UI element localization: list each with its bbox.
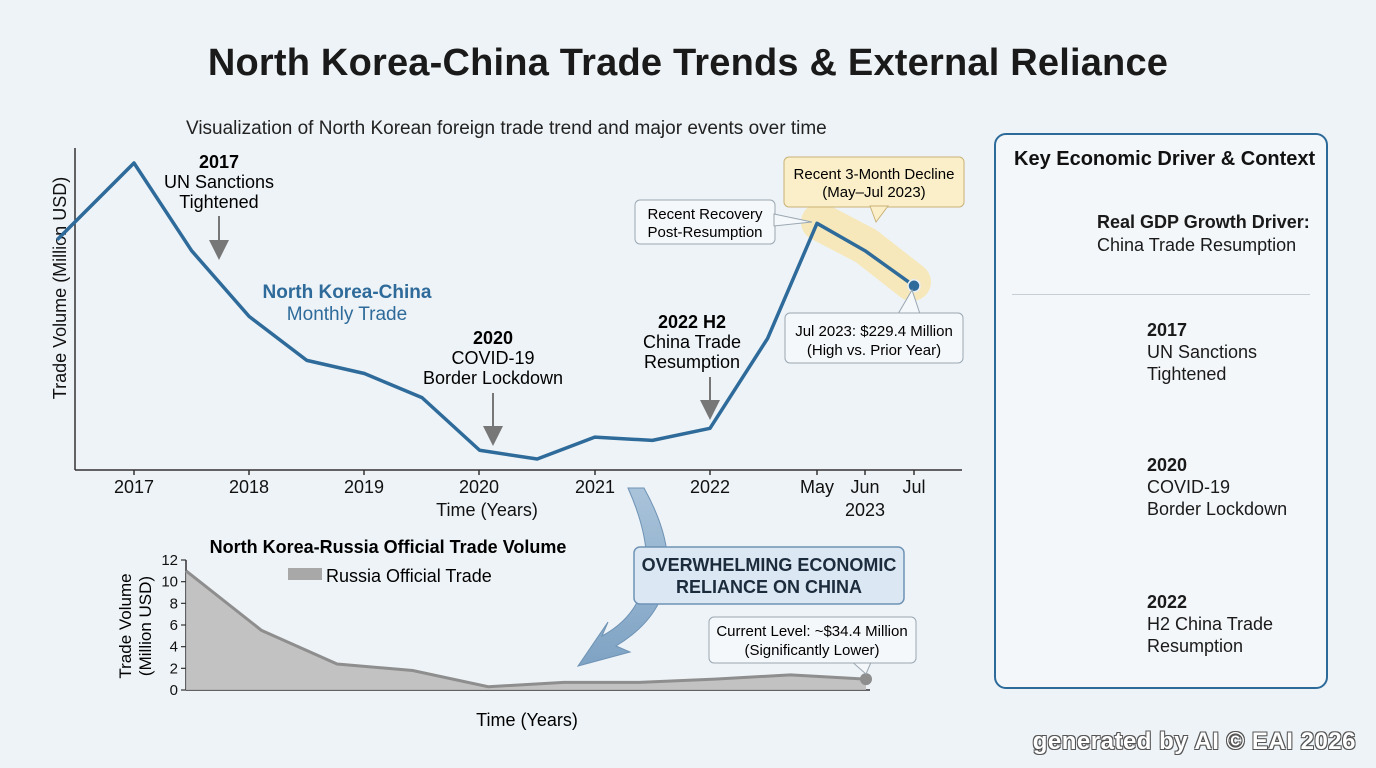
x-tick-label: Jun bbox=[850, 477, 879, 497]
china-series-label-2: Monthly Trade bbox=[287, 304, 407, 325]
x-tick-label: Jul bbox=[902, 477, 925, 497]
reliance-line2: RELIANCE ON CHINA bbox=[676, 577, 862, 597]
july-callout-box bbox=[784, 312, 964, 364]
russia-chart: North Korea-Russia Official Trade Volume… bbox=[116, 537, 917, 730]
chart-subtitle: Visualization of North Korean foreign tr… bbox=[186, 118, 827, 139]
annotation-2022-line2: Resumption bbox=[644, 352, 740, 372]
recovery-callout-line2: Post-Resumption bbox=[647, 224, 762, 241]
annotation-2020-year: 2020 bbox=[473, 328, 513, 348]
russia-y-tick-label: 2 bbox=[170, 660, 178, 677]
x-tick-label: 2018 bbox=[229, 477, 269, 497]
x-tick-label: 2019 bbox=[344, 477, 384, 497]
russia-callout-line1: Current Level: ~$34.4 Million bbox=[716, 623, 907, 640]
russia-x-label: Time (Years) bbox=[476, 710, 578, 730]
panel-event-2022-year: 2022 bbox=[1147, 592, 1188, 612]
page-title: North Korea-China Trade Trends & Externa… bbox=[207, 42, 1169, 84]
russia-y-tick-label: 8 bbox=[170, 595, 178, 612]
panel-event-2017-line2: Tightened bbox=[1147, 364, 1227, 384]
annotation-2022-line1: China Trade bbox=[643, 332, 741, 352]
annotation-2020-line2: Border Lockdown bbox=[423, 368, 563, 388]
china-trade-line bbox=[55, 161, 916, 461]
panel-event-2020-year: 2020 bbox=[1147, 455, 1188, 475]
russia-y-label-1: Trade Volume bbox=[116, 573, 135, 678]
panel-event-2022-line2: Resumption bbox=[1147, 636, 1244, 656]
july-callout-line2: (High vs. Prior Year) bbox=[807, 342, 941, 359]
russia-trade-line bbox=[185, 569, 867, 689]
china-end-point bbox=[907, 279, 921, 293]
panel-event-2020-line2: Border Lockdown bbox=[1147, 499, 1288, 519]
decline-callout-line1: Recent 3-Month Decline bbox=[794, 166, 955, 183]
russia-callout-line2: (Significantly Lower) bbox=[744, 642, 879, 659]
panel-event-2020-line1: COVID-19 bbox=[1147, 477, 1231, 497]
recovery-callout-line1: Recent Recovery bbox=[647, 206, 763, 223]
x-tick-label: May bbox=[800, 477, 834, 497]
x-tick-label: 2021 bbox=[575, 477, 615, 497]
recovery-callout-pointer bbox=[773, 213, 813, 227]
gdp-driver-title: Real GDP Growth Driver: bbox=[1097, 212, 1310, 232]
russia-legend-label: Russia Official Trade bbox=[326, 566, 492, 586]
annotation-2020-line1: COVID-19 bbox=[451, 348, 534, 368]
russia-y-tick-label: 0 bbox=[170, 682, 178, 699]
china-chart: 2017 2018 2019 2020 2021 2022 May Jun Jul 2023 T… bbox=[50, 148, 965, 520]
x-tick-label: 2022 bbox=[690, 477, 730, 497]
panel-event-2017-year: 2017 bbox=[1147, 320, 1188, 340]
x-tick-label: 2017 bbox=[114, 477, 154, 497]
y-axis-label: Trade Volume (Million USD) bbox=[50, 177, 70, 399]
panel-title: Key Economic Driver & Context bbox=[1014, 148, 1316, 170]
panel-event-2017-line1: UN Sanctions bbox=[1147, 342, 1258, 362]
annotation-2017-line2: Tightened bbox=[179, 192, 258, 212]
x-tick-sublabel: 2023 bbox=[845, 500, 885, 520]
watermark: generated by AI © EAI 2026 bbox=[1032, 728, 1356, 755]
russia-trade-area bbox=[186, 570, 866, 690]
decline-callout-pointer bbox=[869, 205, 889, 224]
panel-divider bbox=[1012, 294, 1310, 295]
russia-y-tick-label: 12 bbox=[161, 552, 178, 569]
reliance-box bbox=[633, 546, 905, 605]
x-axis-label: Time (Years) bbox=[436, 500, 538, 520]
russia-y-tick-label: 6 bbox=[170, 617, 178, 634]
decline-callout-line2: (May–Jul 2023) bbox=[822, 184, 925, 201]
russia-y-tick-label: 4 bbox=[170, 639, 178, 656]
gdp-driver-subtitle: China Trade Resumption bbox=[1097, 235, 1297, 255]
annotation-2017-line1: UN Sanctions bbox=[164, 172, 274, 192]
context-panel bbox=[994, 133, 1328, 689]
russia-y-tick-label: 10 bbox=[161, 574, 178, 591]
china-series-label-1: North Korea-China bbox=[263, 282, 432, 303]
russia-end-point bbox=[860, 673, 872, 686]
russia-y-label-2: (Million USD) bbox=[136, 576, 155, 676]
july-callout-line1: Jul 2023: $229.4 Million bbox=[795, 323, 953, 340]
decline-highlight bbox=[801, 203, 931, 301]
x-tick-label: 2020 bbox=[459, 477, 499, 497]
annotation-2017-year: 2017 bbox=[199, 152, 239, 172]
panel-event-2022-line1: H2 China Trade bbox=[1147, 614, 1274, 634]
reliance-line1: OVERWHELMING ECONOMIC bbox=[642, 555, 897, 575]
russia-legend-swatch bbox=[288, 568, 322, 580]
russia-callout-box bbox=[708, 616, 917, 664]
russia-chart-title: North Korea-Russia Official Trade Volume bbox=[210, 537, 567, 557]
annotation-2022-year: 2022 H2 bbox=[658, 312, 726, 332]
